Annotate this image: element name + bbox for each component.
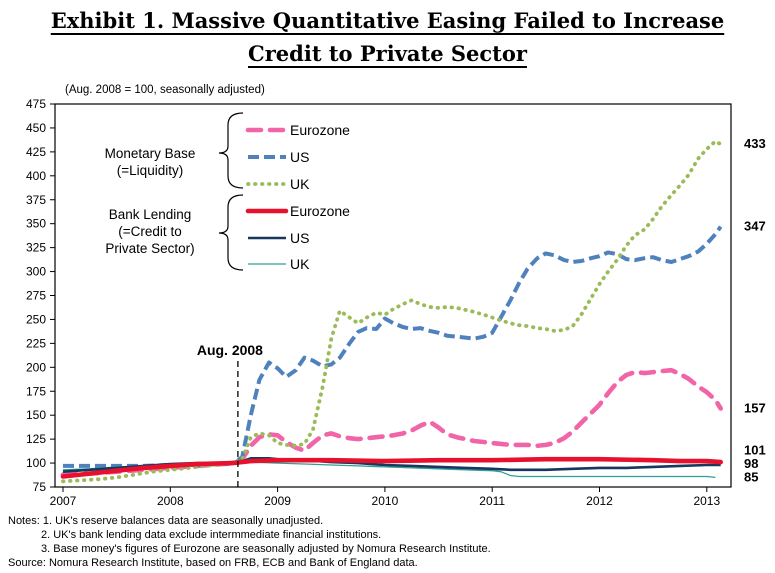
legend-entry-label: US — [290, 230, 309, 246]
legend-entry-label: US — [290, 149, 309, 165]
x-tick-label: 2011 — [479, 494, 505, 508]
note-line-1: Notes: 1. UK's reserve balances data are… — [8, 515, 324, 527]
y-tick-label: 400 — [26, 169, 46, 183]
chart-title: Exhibit 1. Massive Quantitative Easing F… — [0, 4, 775, 70]
x-tick-label: 2012 — [586, 494, 613, 508]
notes-block: Notes: 1. UK's reserve balances data are… — [8, 514, 491, 570]
series-line-us-monetary-base — [63, 225, 723, 468]
y-tick-label: 450 — [26, 121, 46, 135]
aug-2008-annotation: Aug. 2008 — [197, 342, 263, 487]
x-tick-label: 2010 — [372, 494, 399, 508]
y-tick-label: 475 — [26, 97, 46, 111]
legend-entry-label: UK — [290, 176, 310, 192]
x-tick-label: 2007 — [50, 494, 77, 508]
legend-group-bank-lending-line3: Private Sector) — [105, 241, 194, 256]
brace-bank-lending — [218, 194, 244, 271]
axis-ticks: 475 450 425 400 375 350 325 300 275 250 225 200 175 1… — [26, 97, 721, 508]
data-series — [60, 139, 724, 484]
end-value-label: 157 — [744, 400, 766, 415]
note-line-3: 3. Base money's figures of Eurozone are … — [41, 543, 491, 555]
end-value-label: 98 — [744, 456, 758, 471]
y-tick-label: 175 — [26, 384, 46, 398]
end-value-label: 85 — [744, 469, 758, 484]
y-tick-label: 150 — [26, 408, 46, 422]
y-tick-label: 275 — [26, 289, 46, 303]
note-line-2: 2. UK's bank lending data exclude interm… — [41, 529, 382, 541]
series-line-eurozone-bank-lending — [60, 456, 724, 479]
x-tick-label: 2013 — [693, 494, 720, 508]
legend: Monetary Base (=Liquidity) Bank Lending … — [105, 112, 350, 272]
y-tick-label: 350 — [26, 217, 46, 231]
chart-subtitle: (Aug. 2008 = 100, seasonally adjusted) — [65, 84, 265, 96]
legend-group-bank-lending-line1: Bank Lending — [109, 207, 192, 222]
legend-entry-label: Eurozone — [290, 203, 350, 219]
y-tick-label: 325 — [26, 241, 46, 255]
y-tick-label: 125 — [26, 432, 46, 446]
chart-title-line1: Exhibit 1. Massive Quantitative Easing F… — [50, 8, 725, 33]
y-tick-label: 100 — [26, 456, 46, 470]
y-tick-label: 225 — [26, 336, 46, 350]
legend-group-monetary-base-line2: (=Liquidity) — [117, 163, 183, 178]
brace-monetary-base — [218, 112, 244, 189]
source-line: Source: Nomura Research Institute, based… — [8, 557, 418, 569]
legend-entries: Eurozone US UK Eurozone US UK — [245, 122, 350, 272]
chart: (Aug. 2008 = 100, seasonally adjusted) 4… — [26, 84, 766, 508]
end-value-label: 101 — [744, 442, 766, 457]
y-tick-label: 200 — [26, 360, 46, 374]
legend-entry-label: UK — [290, 256, 310, 272]
aug-2008-label: Aug. 2008 — [197, 342, 263, 358]
legend-entry-label: Eurozone — [290, 122, 350, 138]
y-tick-label: 375 — [26, 193, 46, 207]
legend-group-monetary-base-line1: Monetary Base — [105, 146, 196, 161]
legend-group-bank-lending-line2: (=Credit to — [118, 224, 181, 239]
x-tick-label: 2008 — [157, 494, 184, 508]
plot-border — [54, 103, 732, 488]
y-tick-label: 75 — [33, 480, 47, 494]
end-value-label: 347 — [744, 219, 766, 234]
y-tick-label: 250 — [26, 312, 46, 326]
series-line-eurozone-monetary-base — [60, 367, 724, 477]
series-line-uk-monetary-base — [61, 139, 723, 484]
legend-braces — [218, 112, 244, 271]
y-tick-label: 300 — [26, 265, 46, 279]
chart-title-line2: Credit to Private Sector — [248, 41, 527, 66]
x-tick-label: 2009 — [264, 494, 291, 508]
y-tick-label: 425 — [26, 145, 46, 159]
end-value-label: 433 — [744, 136, 766, 151]
